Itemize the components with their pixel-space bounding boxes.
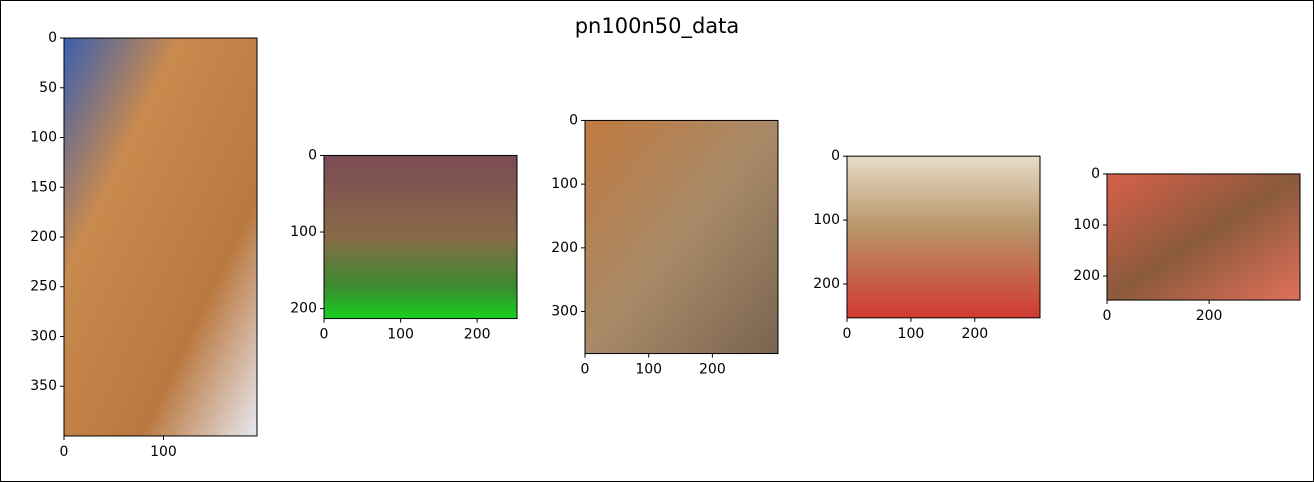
x-tick-label: 200 — [464, 327, 491, 343]
y-tick-label: 100 — [1073, 217, 1100, 233]
y-tick-label: 100 — [30, 130, 57, 146]
y-tick-label: 0 — [569, 112, 578, 128]
y-tick-label: 300 — [551, 304, 578, 320]
x-tick-label: 0 — [320, 327, 329, 343]
x-tick-label: 0 — [843, 326, 852, 342]
y-tick-label: 100 — [813, 212, 840, 228]
y-tick-label: 200 — [1073, 268, 1100, 284]
x-tick-label: 0 — [60, 444, 69, 460]
figure-title: pn100n50_data — [575, 14, 740, 39]
x-tick-label: 100 — [635, 362, 662, 378]
y-tick-label: 50 — [39, 80, 57, 96]
image — [64, 38, 257, 436]
axes-frame — [584, 119, 779, 355]
x-tick-label: 100 — [387, 327, 414, 343]
y-tick-label: 350 — [30, 378, 57, 394]
y-tick-label: 100 — [290, 224, 317, 240]
x-tick-label: 100 — [898, 326, 925, 342]
image — [847, 156, 1040, 318]
axes-frame — [846, 155, 1041, 319]
y-tick-label: 0 — [1091, 166, 1100, 182]
y-tick-label: 100 — [551, 176, 578, 192]
x-tick-label: 100 — [150, 444, 177, 460]
axes-frame — [323, 154, 518, 320]
x-tick-label: 0 — [581, 362, 590, 378]
y-tick-label: 0 — [831, 148, 840, 164]
y-tick-label: 200 — [551, 240, 578, 256]
axes-frame — [1106, 173, 1301, 301]
image — [324, 155, 517, 319]
y-tick-label: 200 — [30, 229, 57, 245]
y-tick-label: 150 — [30, 179, 57, 195]
x-tick-label: 200 — [1196, 308, 1223, 324]
x-tick-label: 200 — [699, 362, 726, 378]
y-tick-label: 0 — [48, 30, 57, 46]
x-tick-label: 0 — [1103, 308, 1112, 324]
y-tick-label: 300 — [30, 328, 57, 344]
image — [1107, 173, 1300, 301]
y-tick-label: 250 — [30, 279, 57, 295]
y-tick-label: 0 — [308, 147, 317, 163]
image — [585, 120, 778, 354]
y-tick-label: 200 — [290, 301, 317, 317]
y-tick-label: 200 — [813, 276, 840, 292]
x-tick-label: 200 — [961, 326, 988, 342]
